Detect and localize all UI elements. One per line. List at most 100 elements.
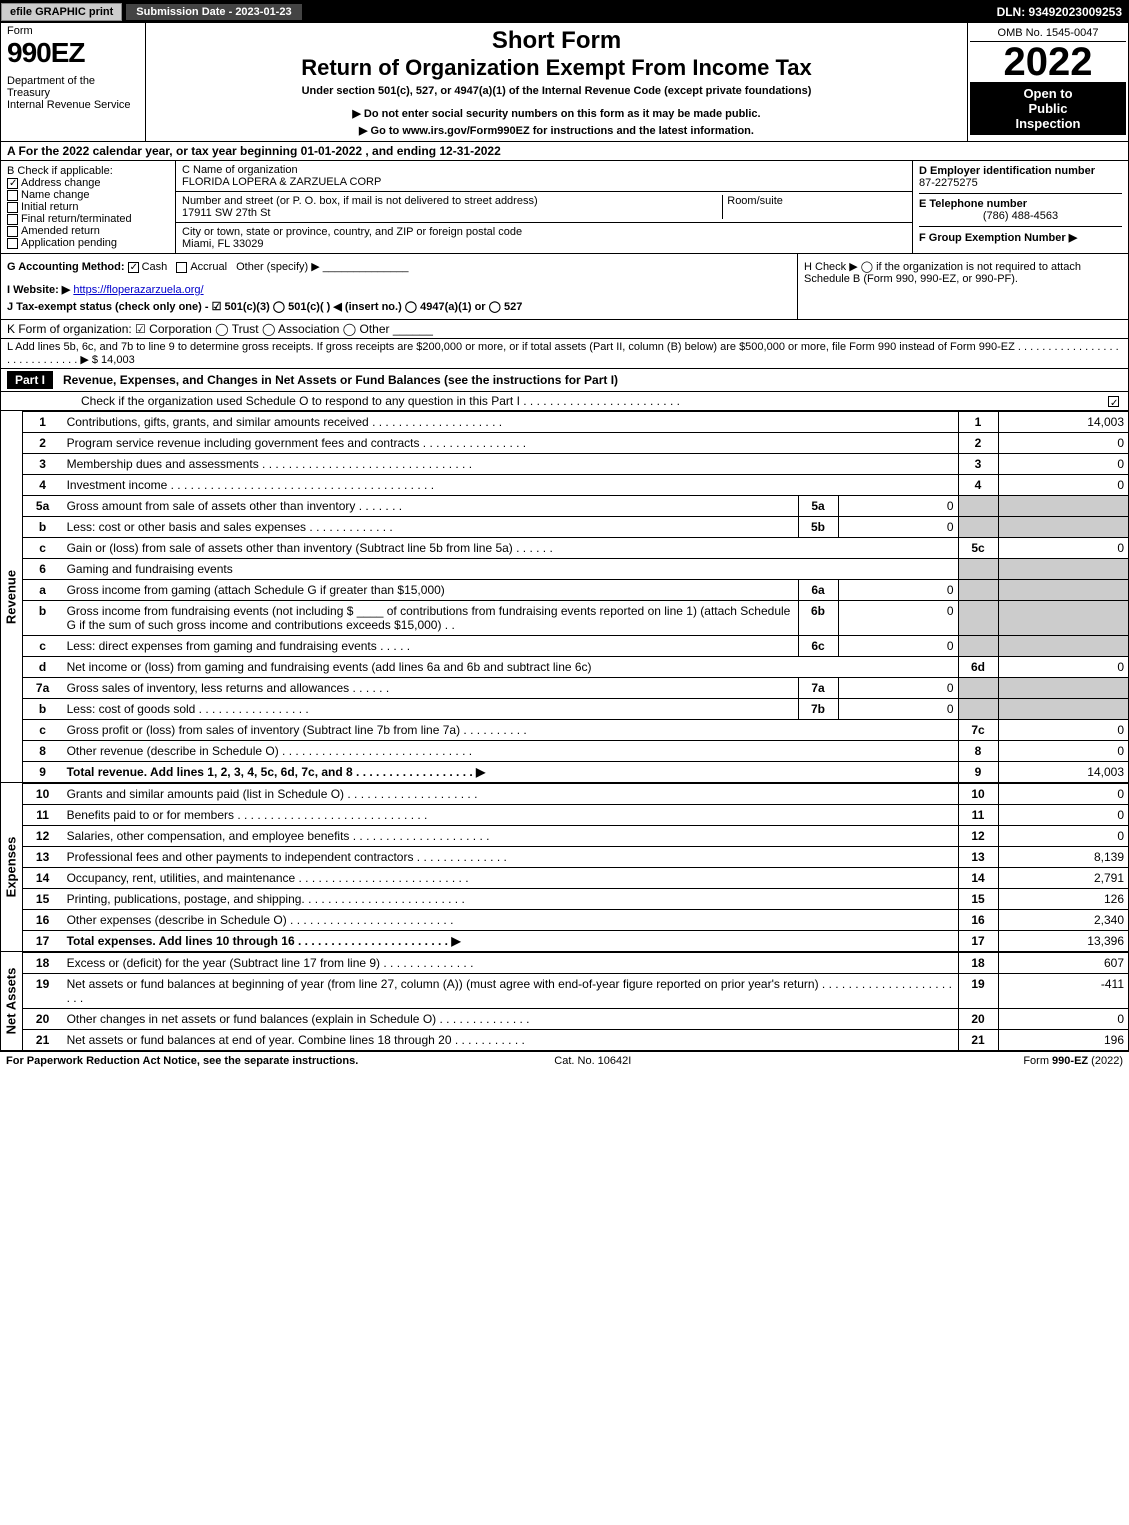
line-16: 16Other expenses (describe in Schedule O… <box>23 910 1128 931</box>
line-6c: cLess: direct expenses from gaming and f… <box>23 636 1128 657</box>
checkbox-cash[interactable] <box>128 262 139 273</box>
line-6: 6Gaming and fundraising events <box>23 559 1128 580</box>
phone-value: (786) 488-4563 <box>919 210 1122 222</box>
section-b-title: B Check if applicable: <box>7 165 169 177</box>
org-name-label: C Name of organization <box>182 164 906 176</box>
row-a-calendar-year: A For the 2022 calendar year, or tax yea… <box>1 142 1128 161</box>
section-b: B Check if applicable: Address change Na… <box>1 161 176 253</box>
netassets-side-label: Net Assets <box>1 952 23 1050</box>
row-g: G Accounting Method: Cash Accrual Other … <box>7 260 791 273</box>
phone-label: E Telephone number <box>919 198 1027 210</box>
warning-ssn: ▶ Do not enter social security numbers o… <box>152 107 961 120</box>
title-return: Return of Organization Exempt From Incom… <box>152 55 961 81</box>
row-j: J Tax-exempt status (check only one) - ☑… <box>7 300 791 313</box>
line-6a: aGross income from gaming (attach Schedu… <box>23 580 1128 601</box>
line-4: 4Investment income . . . . . . . . . . .… <box>23 475 1128 496</box>
opt-amended-return: Amended return <box>21 225 100 237</box>
revenue-section: Revenue 1Contributions, gifts, grants, a… <box>1 411 1128 783</box>
form-header: Form 990EZ Department of the Treasury In… <box>1 23 1128 142</box>
line-6d: dNet income or (loss) from gaming and fu… <box>23 657 1128 678</box>
revenue-side-label: Revenue <box>1 411 23 782</box>
dln: DLN: 93492023009253 <box>997 5 1128 19</box>
ein-label: D Employer identification number <box>919 165 1095 177</box>
checkbox-final-return[interactable] <box>7 214 18 225</box>
line-18: 18Excess or (deficit) for the year (Subt… <box>23 953 1128 974</box>
line-7c: cGross profit or (loss) from sales of in… <box>23 720 1128 741</box>
line-6b: bGross income from fundraising events (n… <box>23 601 1128 636</box>
row-l: L Add lines 5b, 6c, and 7b to line 9 to … <box>1 339 1128 369</box>
footer-left: For Paperwork Reduction Act Notice, see … <box>6 1055 358 1067</box>
line-9: 9Total revenue. Add lines 1, 2, 3, 4, 5c… <box>23 762 1128 783</box>
line-20: 20Other changes in net assets or fund ba… <box>23 1009 1128 1030</box>
submission-date: Submission Date - 2023-01-23 <box>126 4 301 20</box>
tax-year: 2022 <box>970 42 1126 82</box>
line-12: 12Salaries, other compensation, and empl… <box>23 826 1128 847</box>
net-assets-section: Net Assets 18Excess or (deficit) for the… <box>1 952 1128 1051</box>
title-short-form: Short Form <box>152 27 961 55</box>
addr-value: 17911 SW 27th St <box>182 207 718 219</box>
checkbox-application-pending[interactable] <box>7 238 18 249</box>
section-d: D Employer identification number 87-2275… <box>913 161 1128 253</box>
room-suite-label: Room/suite <box>723 195 906 219</box>
footer-formno: Form 990-EZ (2022) <box>1023 1055 1123 1067</box>
opt-other: Other (specify) ▶ <box>236 261 320 273</box>
city-label: City or town, state or province, country… <box>182 226 906 238</box>
checkbox-amended-return[interactable] <box>7 226 18 237</box>
org-name: FLORIDA LOPERA & ZARZUELA CORP <box>182 176 906 188</box>
checkbox-schedule-o[interactable] <box>1108 396 1119 407</box>
line-10: 10Grants and similar amounts paid (list … <box>23 784 1128 805</box>
opt-name-change: Name change <box>21 189 90 201</box>
checkbox-initial-return[interactable] <box>7 202 18 213</box>
opt-application-pending: Application pending <box>21 237 117 249</box>
line-14: 14Occupancy, rent, utilities, and mainte… <box>23 868 1128 889</box>
form-word: Form <box>7 25 139 37</box>
row-h: H Check ▶ ◯ if the organization is not r… <box>798 254 1128 319</box>
open-line2: Public <box>974 101 1122 116</box>
expenses-side-label: Expenses <box>1 783 23 951</box>
checkbox-name-change[interactable] <box>7 190 18 201</box>
line-5b: bLess: cost or other basis and sales exp… <box>23 517 1128 538</box>
part1-checkline: Check if the organization used Schedule … <box>1 392 1128 411</box>
website-link[interactable]: https://floperazarzuela.org/ <box>73 284 203 296</box>
part1-tab: Part I <box>7 371 53 389</box>
line-5c: cGain or (loss) from sale of assets othe… <box>23 538 1128 559</box>
topbar: efile GRAPHIC print Submission Date - 20… <box>1 1 1128 23</box>
ein-value: 87-2275275 <box>919 177 1122 189</box>
opt-cash: Cash <box>142 261 168 273</box>
form-number: 990EZ <box>7 37 139 69</box>
expenses-section: Expenses 10Grants and similar amounts pa… <box>1 783 1128 952</box>
city-value: Miami, FL 33029 <box>182 238 906 250</box>
opt-initial-return: Initial return <box>21 201 78 213</box>
line-19: 19Net assets or fund balances at beginni… <box>23 974 1128 1009</box>
line-8: 8Other revenue (describe in Schedule O) … <box>23 741 1128 762</box>
line-21: 21Net assets or fund balances at end of … <box>23 1030 1128 1051</box>
line-3: 3Membership dues and assessments . . . .… <box>23 454 1128 475</box>
line-7a: 7aGross sales of inventory, less returns… <box>23 678 1128 699</box>
part1-title: Revenue, Expenses, and Changes in Net As… <box>63 373 618 387</box>
row-k: K Form of organization: ☑ Corporation ◯ … <box>1 320 1128 339</box>
section-c: C Name of organization FLORIDA LOPERA & … <box>176 161 913 253</box>
line-1: 1Contributions, gifts, grants, and simil… <box>23 412 1128 433</box>
dept-label: Department of the Treasury Internal Reve… <box>7 75 139 111</box>
warning-goto: ▶ Go to www.irs.gov/Form990EZ for instru… <box>152 124 961 137</box>
page-footer: For Paperwork Reduction Act Notice, see … <box>0 1052 1129 1070</box>
line-7b: bLess: cost of goods sold . . . . . . . … <box>23 699 1128 720</box>
open-line1: Open to <box>974 86 1122 101</box>
opt-final-return: Final return/terminated <box>21 213 132 225</box>
line-15: 15Printing, publications, postage, and s… <box>23 889 1128 910</box>
line-13: 13Professional fees and other payments t… <box>23 847 1128 868</box>
checkbox-accrual[interactable] <box>176 262 187 273</box>
efile-print-button[interactable]: efile GRAPHIC print <box>1 3 122 21</box>
opt-accrual: Accrual <box>190 261 227 273</box>
line-11: 11Benefits paid to or for members . . . … <box>23 805 1128 826</box>
row-i: I Website: ▶ https://floperazarzuela.org… <box>7 283 791 296</box>
open-line3: Inspection <box>974 116 1122 131</box>
opt-address-change: Address change <box>21 177 101 189</box>
open-to-public: Open to Public Inspection <box>970 82 1126 135</box>
group-exemption-label: F Group Exemption Number ▶ <box>919 232 1077 244</box>
section-bcd: B Check if applicable: Address change Na… <box>1 161 1128 254</box>
footer-catno: Cat. No. 10642I <box>554 1055 631 1067</box>
checkbox-address-change[interactable] <box>7 178 18 189</box>
subtitle: Under section 501(c), 527, or 4947(a)(1)… <box>152 85 961 97</box>
line-17: 17Total expenses. Add lines 10 through 1… <box>23 931 1128 952</box>
